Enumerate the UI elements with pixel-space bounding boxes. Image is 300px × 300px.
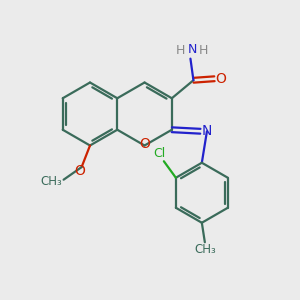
Text: H: H (176, 44, 185, 57)
Text: N: N (202, 124, 212, 138)
Text: H: H (198, 44, 208, 57)
Text: N: N (187, 43, 196, 56)
Text: CH₃: CH₃ (40, 175, 62, 188)
Text: O: O (75, 164, 86, 178)
Text: O: O (216, 72, 226, 86)
Text: O: O (140, 137, 151, 151)
Text: Cl: Cl (153, 147, 166, 160)
Text: CH₃: CH₃ (194, 243, 216, 256)
